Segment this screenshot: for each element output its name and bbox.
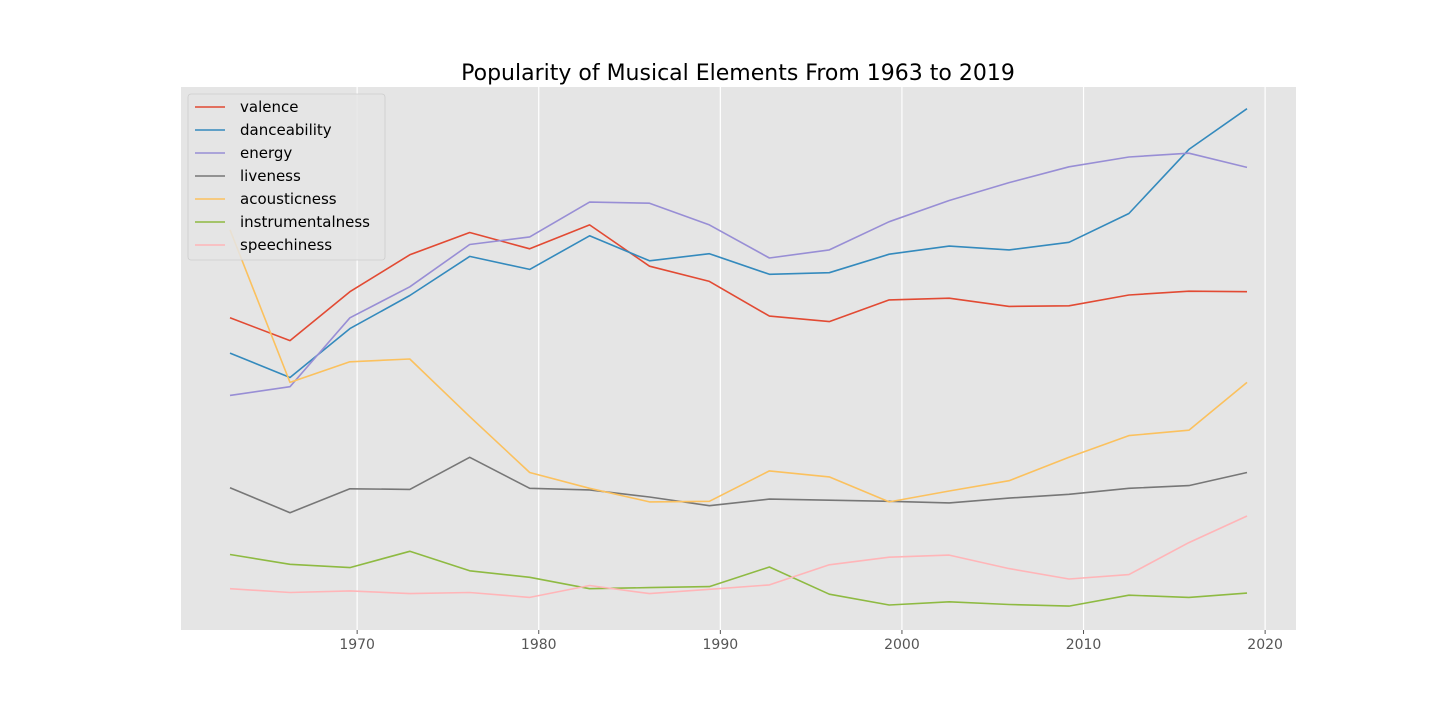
legend-label-speechiness: speechiness	[240, 236, 332, 254]
series-line-instrumentalness	[229, 550, 1248, 607]
x-tick-label: 1990	[703, 637, 739, 653]
legend-label-energy: energy	[240, 144, 292, 162]
series-line-danceability	[229, 108, 1248, 379]
x-tick-label: 1970	[339, 637, 375, 653]
x-axis: 1970 1980 1990 2000 2010 2020	[339, 630, 1283, 653]
legend-label-liveness: liveness	[240, 167, 301, 185]
legend-label-danceability: danceability	[240, 121, 332, 139]
chart-title: Popularity of Musical Elements From 1963…	[461, 61, 1015, 86]
x-tick-label: 1980	[521, 637, 557, 653]
legend: valence danceability energy liveness acousti…	[187, 93, 386, 261]
series-line-energy	[229, 152, 1248, 397]
x-tick-label: 2020	[1247, 637, 1283, 653]
legend-label-valence: valence	[240, 98, 298, 116]
legend-label-acousticness: acousticness	[240, 190, 337, 208]
x-tick-label: 2010	[1066, 637, 1102, 653]
legend-box	[187, 93, 386, 261]
legend-label-instrumentalness: instrumentalness	[240, 213, 370, 231]
series-line-liveness	[229, 456, 1248, 514]
series-line-valence	[229, 224, 1248, 342]
x-tick-label: 2000	[884, 637, 920, 653]
series-line-speechiness	[229, 515, 1248, 599]
series-line-acousticness	[229, 229, 1248, 503]
series-lines	[229, 108, 1248, 607]
